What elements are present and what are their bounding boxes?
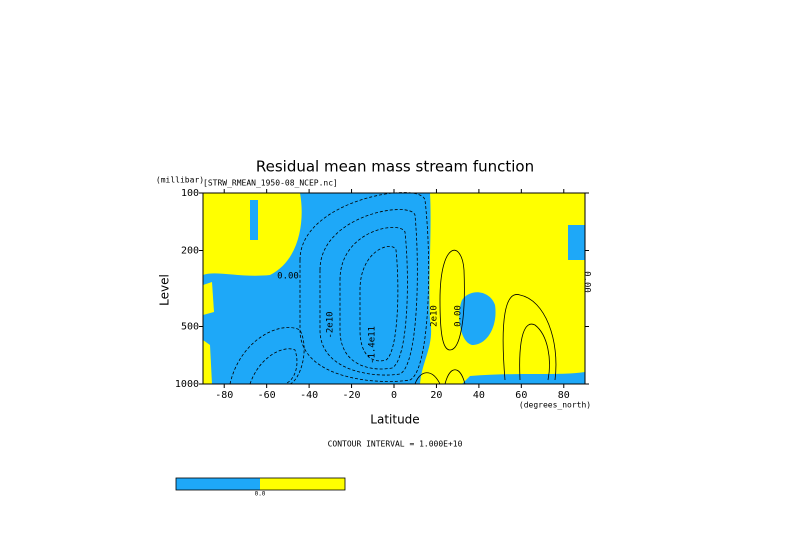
x-tick-label: -80 — [215, 390, 233, 401]
contour-field — [203, 193, 585, 384]
contour-line — [444, 369, 466, 385]
contour-line — [339, 227, 408, 370]
y-axis-label: Level — [158, 274, 172, 306]
colorbar-label: 0.0 — [255, 491, 266, 498]
y-tick-label: 1000 — [175, 379, 199, 390]
contour-line — [439, 250, 465, 351]
contour-line — [519, 323, 550, 381]
y-units: (millibar) — [156, 176, 204, 185]
contour-label: 2e10 — [430, 305, 440, 327]
y-tick-label: 200 — [181, 245, 199, 256]
contour-line — [319, 209, 418, 376]
y-tick-label: 500 — [181, 322, 199, 333]
contour-line — [502, 294, 557, 381]
contour-label: -2e10 — [326, 311, 336, 338]
contour-line — [229, 327, 305, 385]
x-tick-label: -20 — [343, 390, 361, 401]
contour-line — [359, 246, 399, 362]
colorbar-frame — [175, 477, 346, 491]
contour-label: 0.00 — [454, 305, 464, 327]
contour-interval: CONTOUR INTERVAL = 1.000E+10 — [328, 440, 463, 449]
x-axis-label: Latitude — [370, 413, 419, 427]
x-tick-label: 0 — [391, 390, 397, 401]
negative-region — [250, 200, 258, 240]
negative-region — [459, 292, 496, 345]
contour-label: 0.00 — [582, 271, 592, 293]
y-tick-label: 100 — [181, 188, 199, 199]
x-tick-label: -60 — [258, 390, 276, 401]
positive-region — [203, 340, 212, 384]
subtitle: [STRW_RMEAN_1950-08_NCEP.nc] — [203, 179, 338, 188]
contour-line — [414, 372, 441, 385]
chart-title: Residual mean mass stream function — [256, 158, 534, 176]
x-tick-label: 40 — [473, 390, 485, 401]
positive-region — [203, 282, 214, 315]
x-units: (degrees_north) — [519, 401, 591, 410]
positive-region — [420, 193, 585, 384]
x-tick-label: 60 — [515, 390, 527, 401]
contour-label: -1.4e11 — [368, 326, 378, 364]
x-tick-label: 80 — [558, 390, 570, 401]
contour-line — [249, 348, 298, 385]
colorbar-positive — [260, 478, 345, 490]
contour-label: 0.00 — [277, 272, 299, 282]
colorbar-negative — [176, 478, 260, 490]
contour-lines — [229, 192, 557, 385]
contour-line — [299, 192, 430, 382]
x-tick-label: -40 — [300, 390, 318, 401]
x-tick-label: 20 — [430, 390, 442, 401]
